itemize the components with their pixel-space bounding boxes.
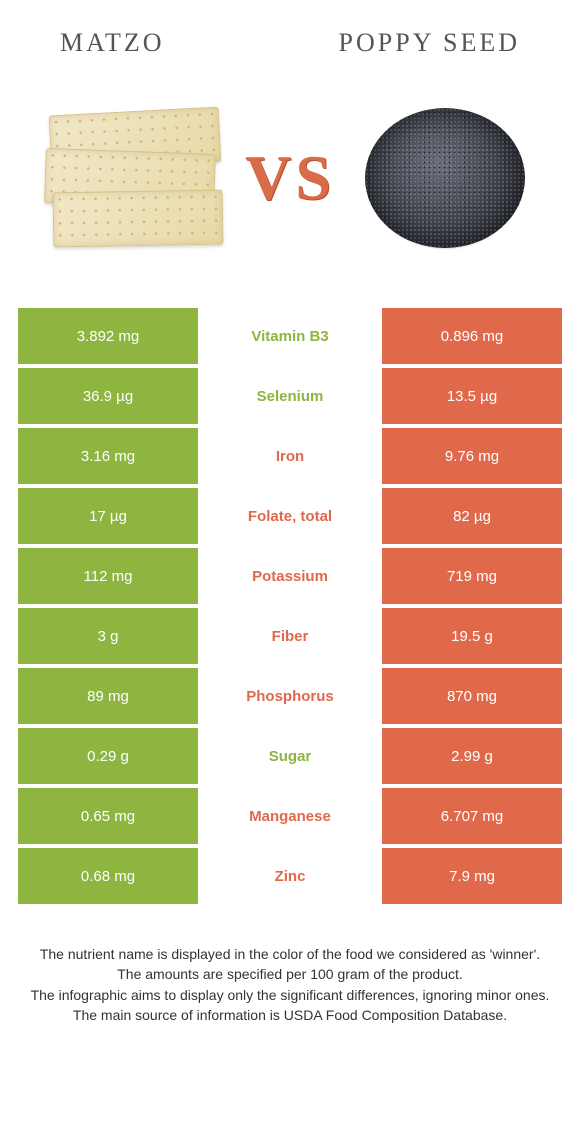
right-value: 7.9 mg [382,848,562,904]
table-row: 0.68 mgZinc7.9 mg [18,848,562,904]
table-row: 89 mgPhosphorus870 mg [18,668,562,724]
header: Matzo poppy seed [0,0,580,68]
table-row: 0.65 mgManganese6.707 mg [18,788,562,844]
left-value: 3 g [18,608,198,664]
nutrient-label: Folate, total [198,488,382,544]
table-row: 17 µgFolate, total82 µg [18,488,562,544]
nutrient-label: Selenium [198,368,382,424]
nutrient-label: Sugar [198,728,382,784]
left-value: 112 mg [18,548,198,604]
comparison-table: 3.892 mgVitamin B30.896 mg36.9 µgSeleniu… [18,308,562,904]
matzo-image [40,98,230,258]
nutrient-label: Phosphorus [198,668,382,724]
left-value: 0.68 mg [18,848,198,904]
left-value: 0.29 g [18,728,198,784]
left-value: 3.892 mg [18,308,198,364]
right-value: 19.5 g [382,608,562,664]
left-value: 89 mg [18,668,198,724]
nutrient-label: Zinc [198,848,382,904]
left-value: 36.9 µg [18,368,198,424]
right-value: 719 mg [382,548,562,604]
table-row: 112 mgPotassium719 mg [18,548,562,604]
footnote-line: The nutrient name is displayed in the co… [30,944,550,964]
right-food-title: poppy seed [339,28,520,58]
table-row: 36.9 µgSelenium13.5 µg [18,368,562,424]
footnote-line: The main source of information is USDA F… [30,1005,550,1025]
left-food-title: Matzo [60,28,165,58]
footnotes: The nutrient name is displayed in the co… [30,944,550,1025]
left-value: 0.65 mg [18,788,198,844]
table-row: 3.892 mgVitamin B30.896 mg [18,308,562,364]
footnote-line: The infographic aims to display only the… [30,985,550,1005]
nutrient-label: Potassium [198,548,382,604]
right-value: 6.707 mg [382,788,562,844]
left-value: 3.16 mg [18,428,198,484]
right-value: 870 mg [382,668,562,724]
right-value: 2.99 g [382,728,562,784]
footnote-line: The amounts are specified per 100 gram o… [30,964,550,984]
images-row: VS [0,68,580,308]
right-value: 0.896 mg [382,308,562,364]
left-value: 17 µg [18,488,198,544]
poppy-seed-image [350,98,540,258]
nutrient-label: Fiber [198,608,382,664]
vs-badge: VS [245,141,335,215]
right-value: 82 µg [382,488,562,544]
table-row: 3.16 mgIron9.76 mg [18,428,562,484]
table-row: 0.29 gSugar2.99 g [18,728,562,784]
nutrient-label: Manganese [198,788,382,844]
nutrient-label: Iron [198,428,382,484]
table-row: 3 gFiber19.5 g [18,608,562,664]
right-value: 13.5 µg [382,368,562,424]
nutrient-label: Vitamin B3 [198,308,382,364]
right-value: 9.76 mg [382,428,562,484]
